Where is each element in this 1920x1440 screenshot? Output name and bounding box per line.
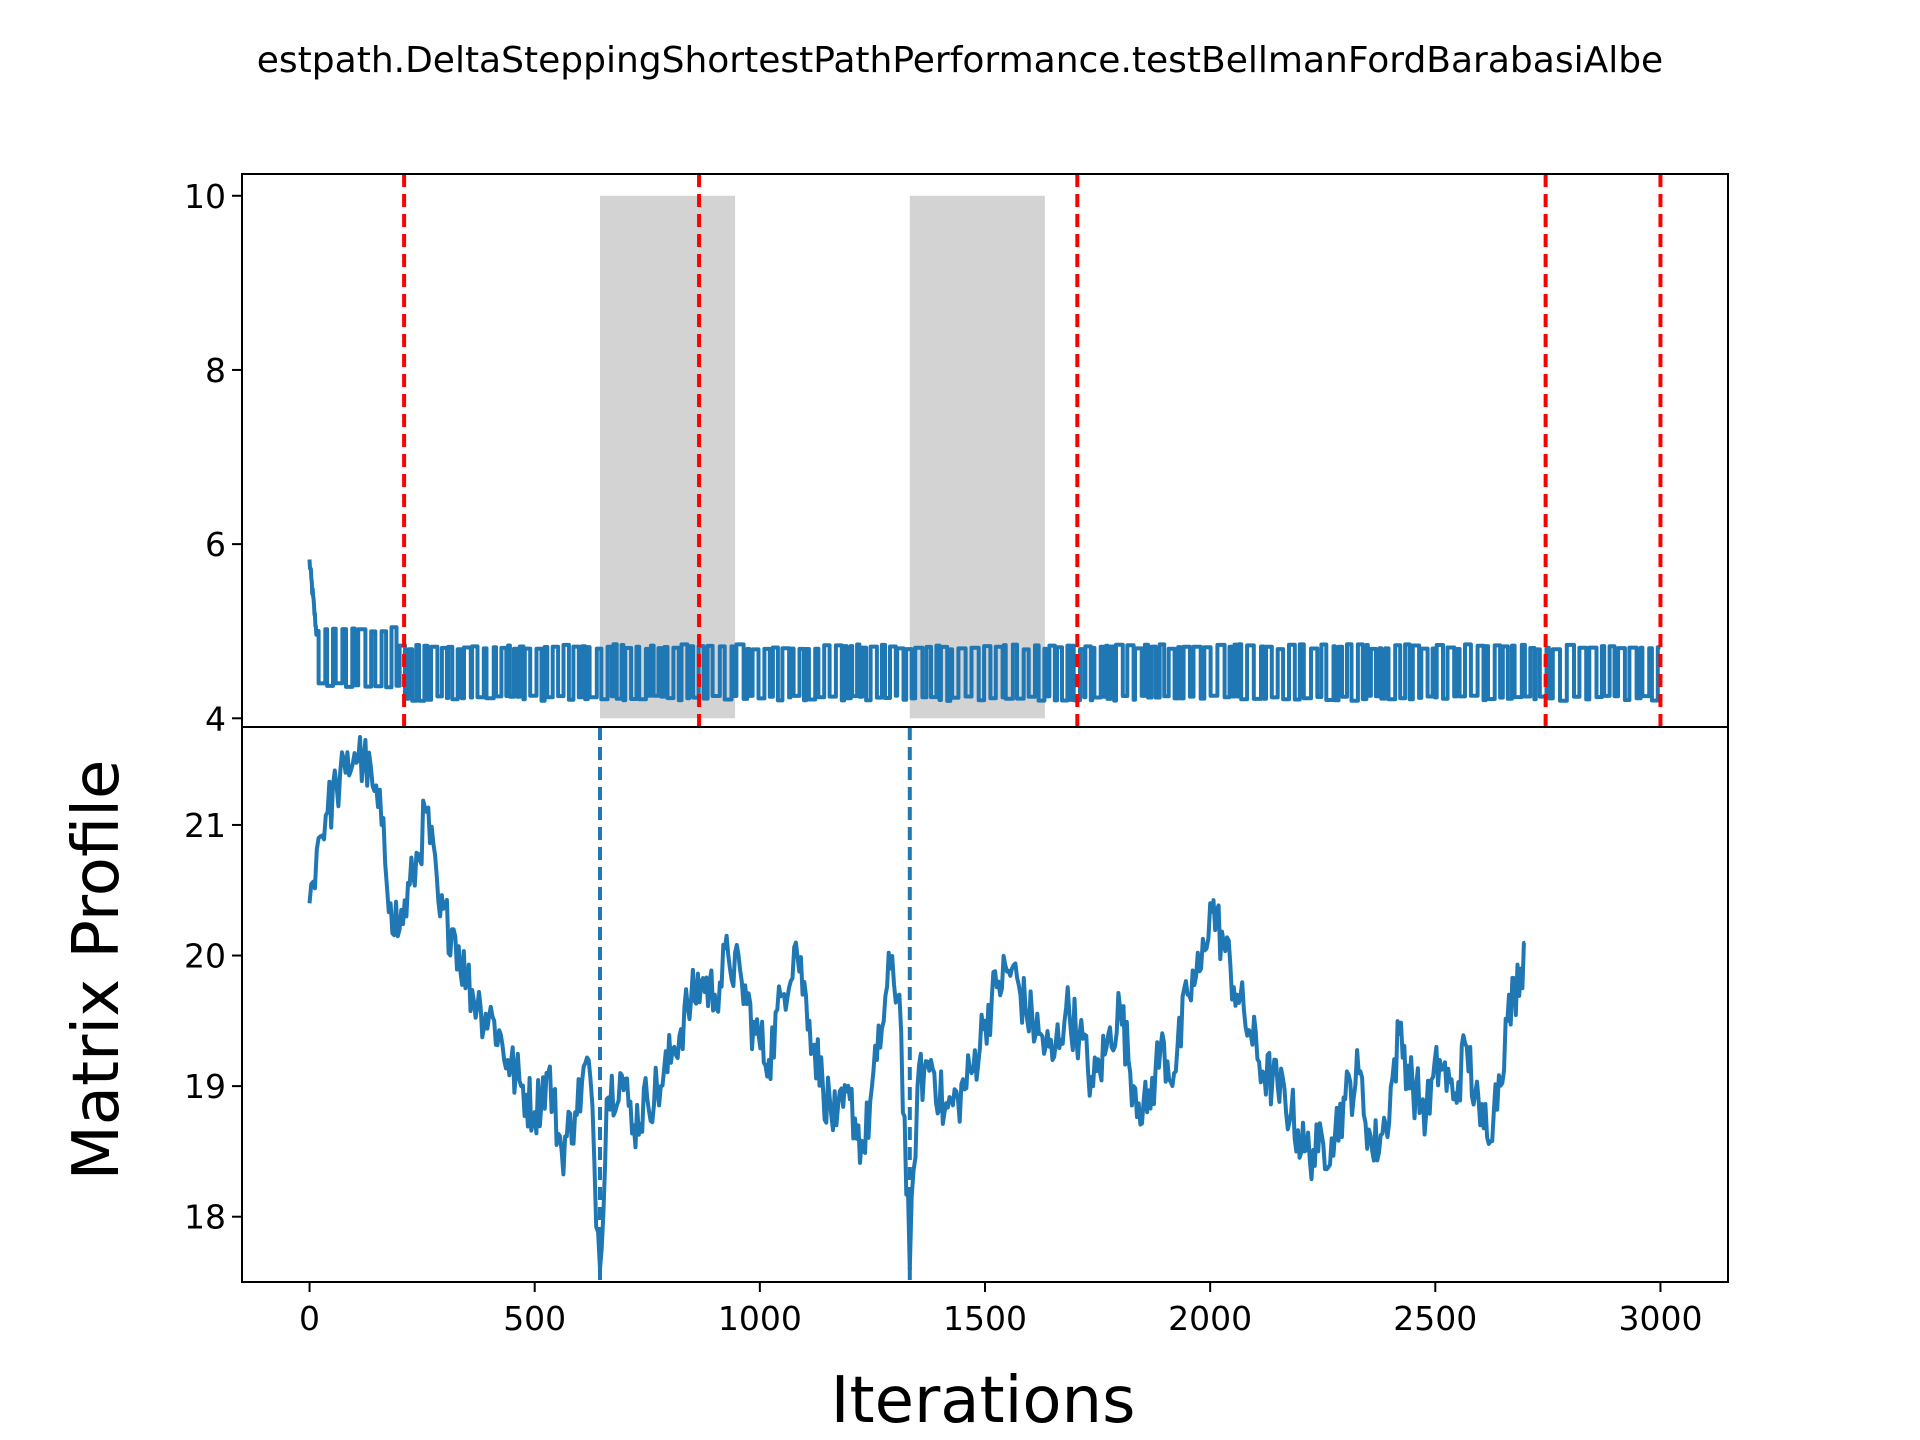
x-tick-label: 0 (299, 1299, 320, 1338)
top-series-line (307, 559, 1661, 703)
x-tick-label: 1000 (718, 1299, 802, 1338)
top-y-tick-label: 6 (205, 525, 226, 564)
x-tick-label: 2500 (1393, 1299, 1477, 1338)
x-tick-label: 2000 (1168, 1299, 1252, 1338)
x-tick-label: 1500 (943, 1299, 1027, 1338)
top-y-tick-label: 10 (184, 177, 226, 216)
bottom-panel: 18 19 20 21 0 500 1000 1500 2000 2500 3000 (184, 726, 1729, 1338)
x-tick-label: 500 (503, 1299, 566, 1338)
x-axis-label: Iterations (831, 1364, 1136, 1438)
shaded-region-1 (599, 195, 736, 719)
bottom-panel-frame (241, 726, 1729, 1283)
bottom-y-tick-label: 21 (184, 806, 226, 845)
top-y-tick-label: 4 (205, 699, 226, 738)
top-panel: 4 6 8 10 (184, 173, 1729, 738)
x-tick-label: 3000 (1618, 1299, 1702, 1338)
y-axis-label: Matrix Profile (60, 760, 134, 1181)
shaded-region-2 (909, 195, 1045, 719)
matrix-profile-line (307, 735, 1527, 1271)
bottom-y-tick-label: 18 (184, 1198, 226, 1237)
chart-title: estpath.DeltaSteppingShortestPathPerform… (257, 40, 1663, 81)
top-y-tick-label: 8 (205, 351, 226, 390)
bottom-y-tick-label: 20 (184, 937, 226, 976)
bottom-y-tick-label: 19 (184, 1067, 226, 1106)
